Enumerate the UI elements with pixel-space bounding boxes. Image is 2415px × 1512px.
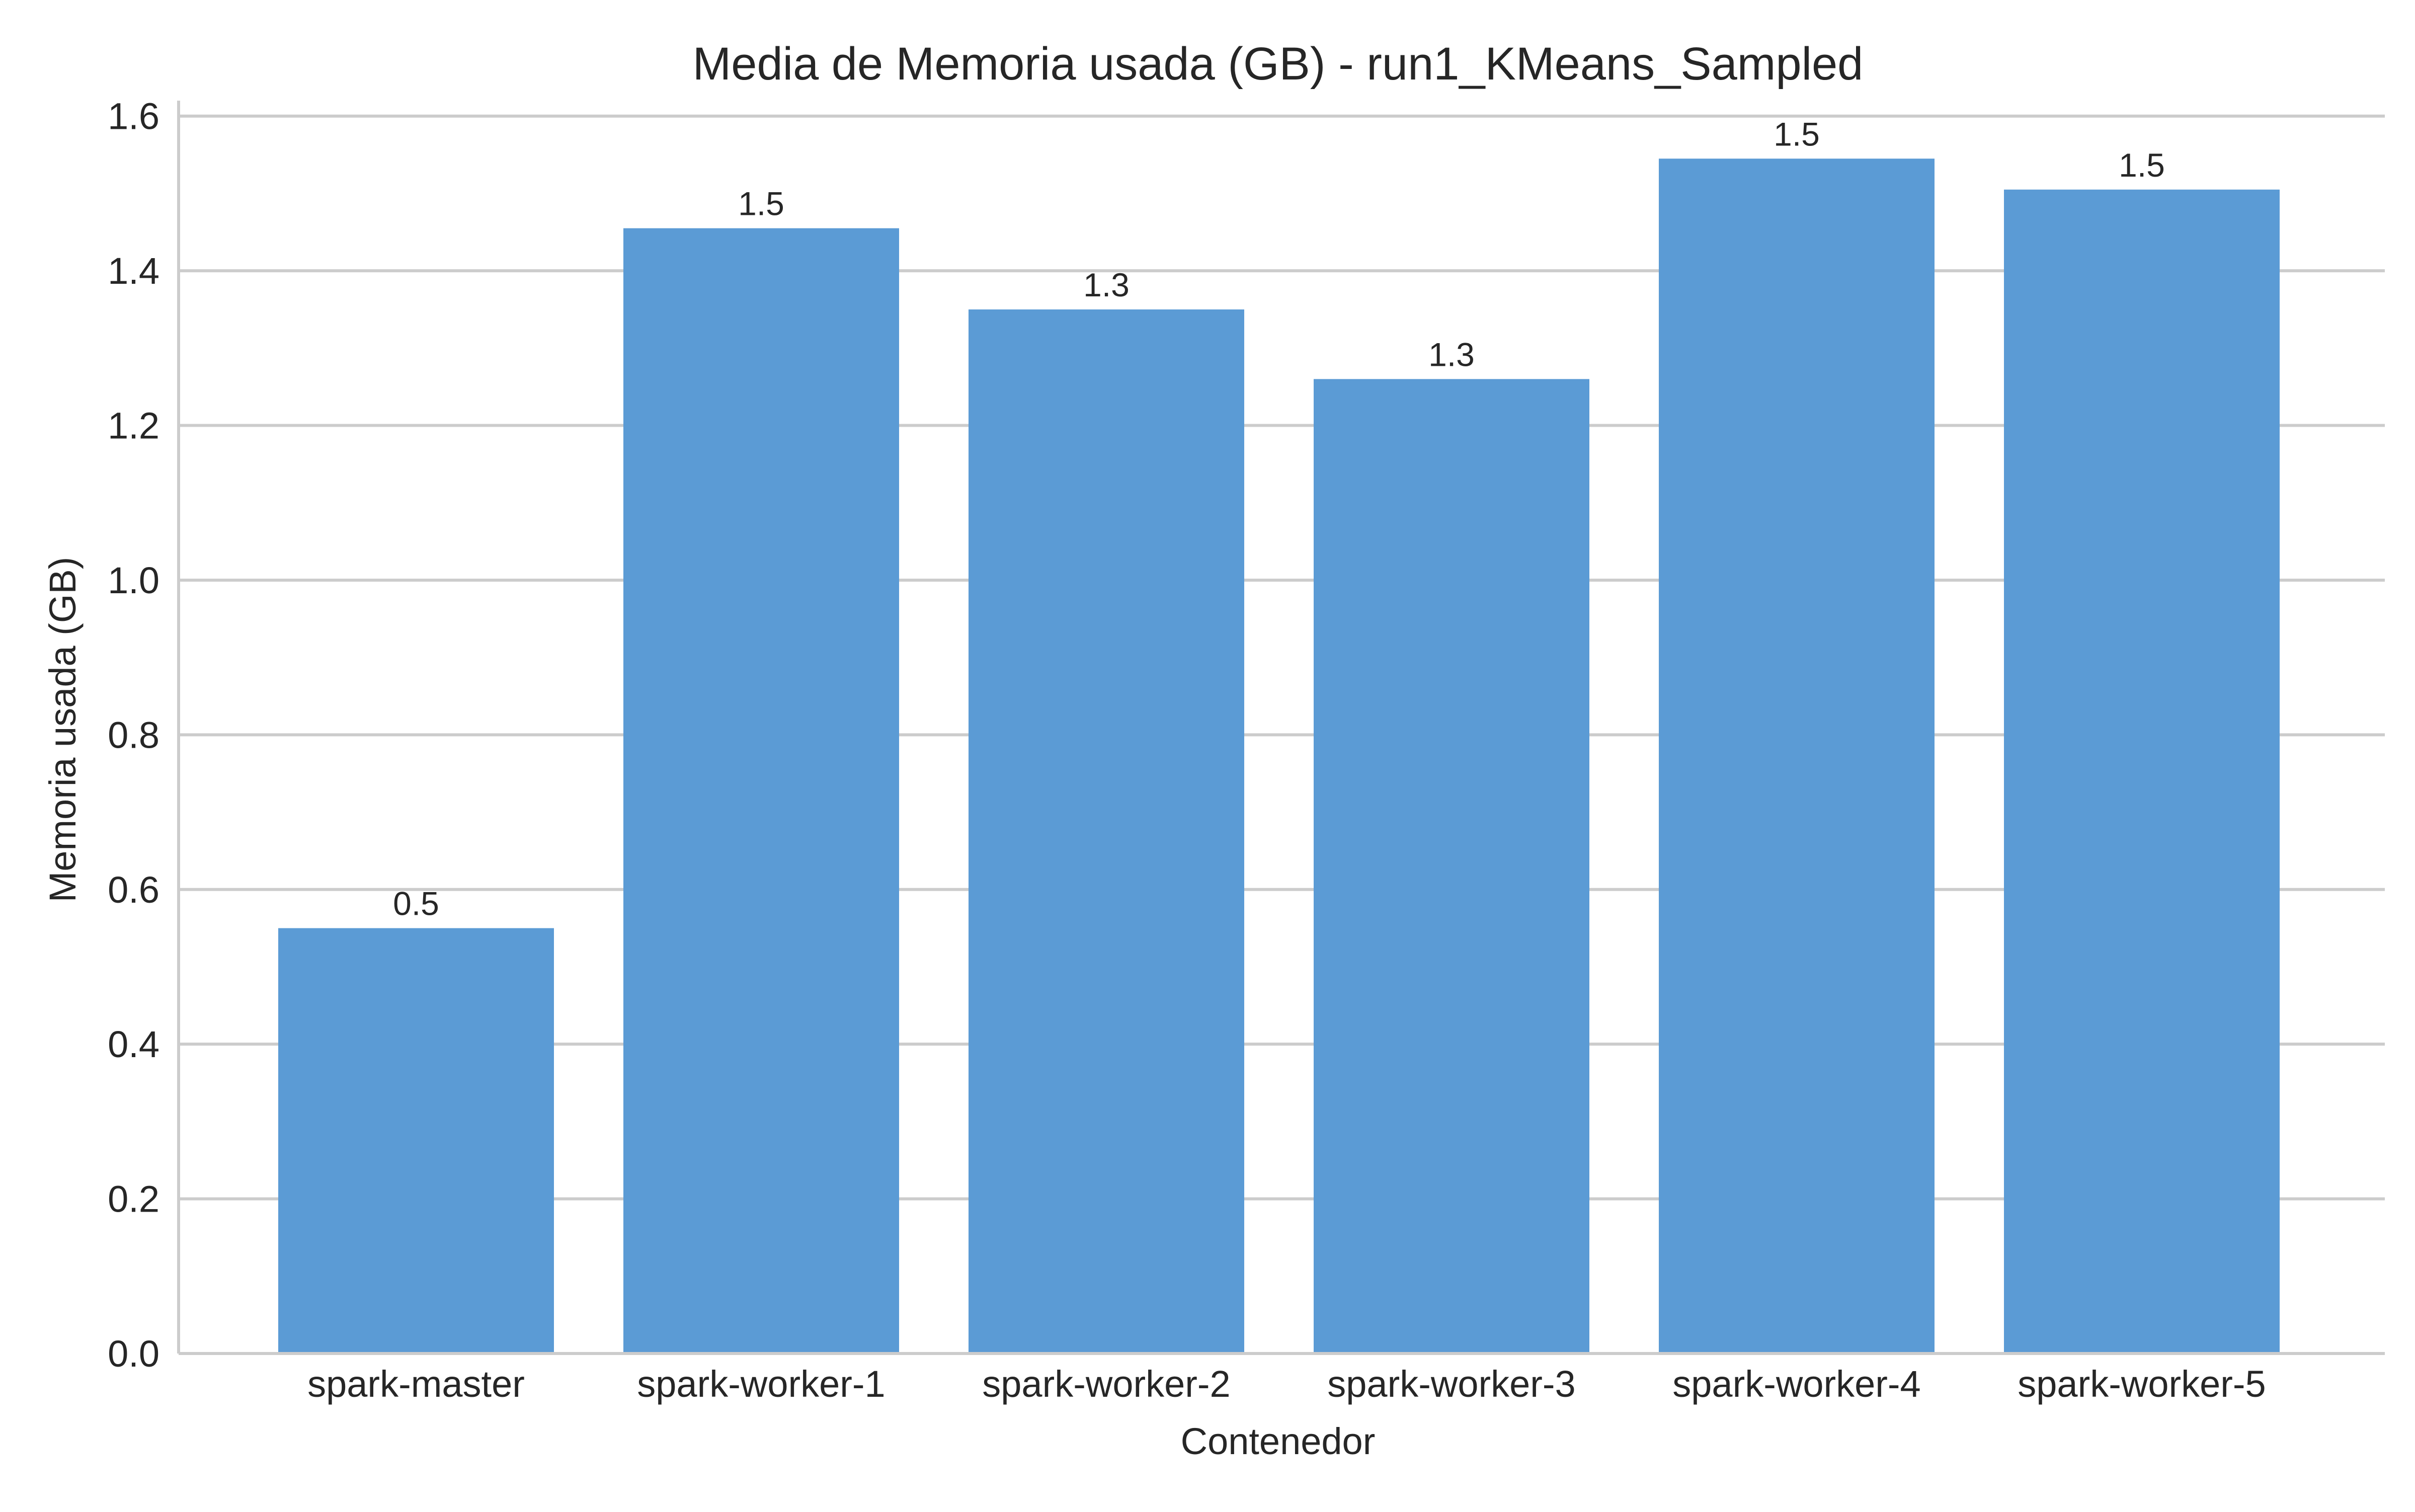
data-label: 1.3 (1083, 266, 1130, 303)
bars (278, 158, 2280, 1354)
y-axis-ticks: 0.0 0.2 0.4 0.6 0.8 1.0 1.2 1.4 1.6 (108, 96, 159, 1375)
data-label: 0.5 (393, 885, 439, 922)
y-tick-label: 0.4 (108, 1023, 159, 1065)
bar-spark-worker-5 (2004, 189, 2280, 1354)
chart-title: Media de Memoria usada (GB) - run1_KMean… (693, 38, 1864, 90)
x-axis-label: Contenedor (1181, 1420, 1376, 1462)
bar-spark-master (278, 928, 554, 1354)
bar-spark-worker-4 (1659, 158, 1935, 1354)
x-tick-label: spark-worker-1 (637, 1363, 885, 1405)
data-label: 1.5 (2119, 146, 2165, 184)
x-axis-ticks: spark-master spark-worker-1 spark-worker-2… (307, 1363, 2266, 1405)
data-labels: 0.5 1.5 1.3 1.3 1.5 1.5 (393, 115, 2165, 922)
x-tick-label: spark-master (307, 1363, 525, 1405)
x-tick-label: spark-worker-4 (1672, 1363, 1920, 1405)
bar-spark-worker-1 (623, 228, 899, 1354)
x-tick-label: spark-worker-5 (2018, 1363, 2266, 1405)
data-label: 1.5 (738, 185, 784, 222)
y-tick-label: 0.6 (108, 869, 159, 911)
x-tick-label: spark-worker-2 (982, 1363, 1230, 1405)
data-label: 1.3 (1428, 336, 1475, 373)
x-tick-label: spark-worker-3 (1327, 1363, 1575, 1405)
y-tick-label: 0.8 (108, 714, 159, 756)
y-tick-label: 1.2 (108, 405, 159, 447)
y-tick-label: 1.0 (108, 560, 159, 601)
data-label: 1.5 (1774, 115, 1820, 152)
y-tick-label: 1.4 (108, 250, 159, 292)
y-tick-label: 1.6 (108, 96, 159, 137)
y-axis-label: Memoria usada (GB) (42, 557, 84, 903)
bar-spark-worker-2 (969, 309, 1244, 1354)
y-tick-label: 0.2 (108, 1178, 159, 1220)
y-tick-label: 0.0 (108, 1333, 159, 1375)
bar-spark-worker-3 (1314, 379, 1589, 1354)
